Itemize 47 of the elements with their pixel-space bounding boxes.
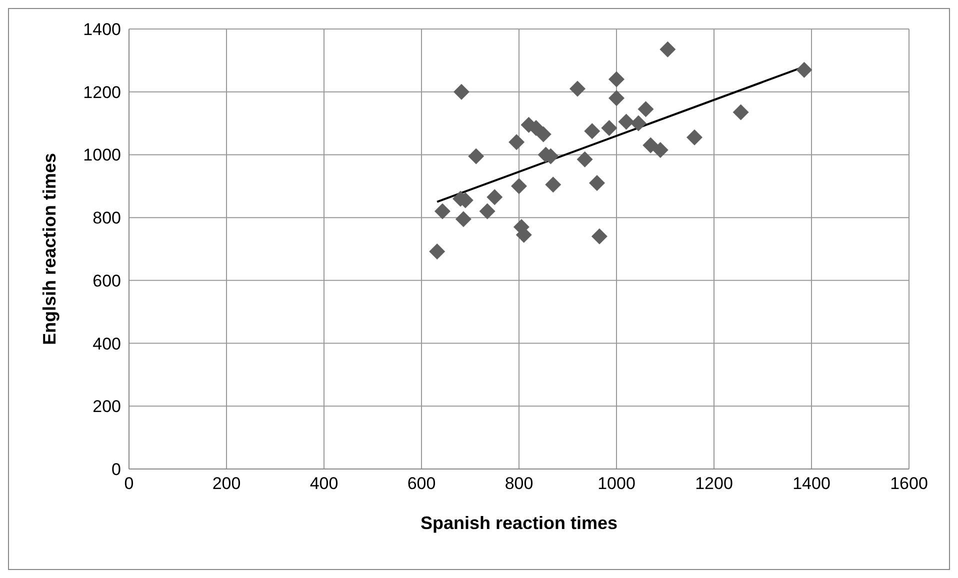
y-tick-label: 200 — [92, 397, 121, 416]
point — [468, 148, 484, 164]
y-tick-label: 800 — [92, 208, 121, 228]
point — [601, 120, 618, 136]
y-tick-label: 1200 — [83, 82, 121, 102]
x-tick-label: 600 — [407, 474, 436, 494]
y-tick-label: 400 — [92, 334, 121, 354]
y-tick-label: 1000 — [83, 146, 121, 165]
point — [686, 129, 702, 146]
x-axis-title: Spanish reaction times — [420, 513, 618, 533]
y-tick-label: 1400 — [83, 20, 121, 40]
x-tick-label: 1600 — [890, 474, 928, 494]
x-tick-label: 800 — [504, 474, 534, 494]
point — [479, 203, 496, 220]
point — [486, 189, 503, 206]
point — [608, 71, 624, 88]
point — [545, 176, 562, 193]
x-tick-label: 0 — [124, 474, 134, 494]
y-tick-label: 0 — [112, 460, 121, 480]
x-tick-label: 1200 — [695, 474, 733, 494]
point — [584, 123, 600, 140]
y-axis-title: Englsih reaction times — [39, 152, 60, 346]
point — [429, 244, 446, 260]
point — [589, 175, 605, 191]
point — [796, 62, 812, 78]
point — [630, 115, 646, 132]
point — [511, 178, 527, 194]
point — [535, 126, 552, 142]
point — [618, 114, 634, 130]
point — [508, 134, 525, 150]
point — [434, 203, 450, 220]
point — [455, 211, 472, 228]
point — [732, 104, 749, 120]
point — [570, 80, 586, 97]
y-tick-label: 600 — [92, 271, 121, 290]
point — [642, 137, 659, 154]
point — [591, 228, 608, 244]
point — [638, 101, 654, 118]
point — [660, 41, 676, 58]
point — [576, 151, 593, 168]
x-tick-label: 200 — [212, 474, 241, 494]
x-tick-label: 400 — [310, 474, 338, 494]
point — [608, 90, 624, 106]
x-tick-label: 1400 — [792, 474, 830, 494]
point — [652, 142, 668, 158]
point — [453, 84, 470, 100]
x-tick-label: 1000 — [598, 474, 636, 494]
